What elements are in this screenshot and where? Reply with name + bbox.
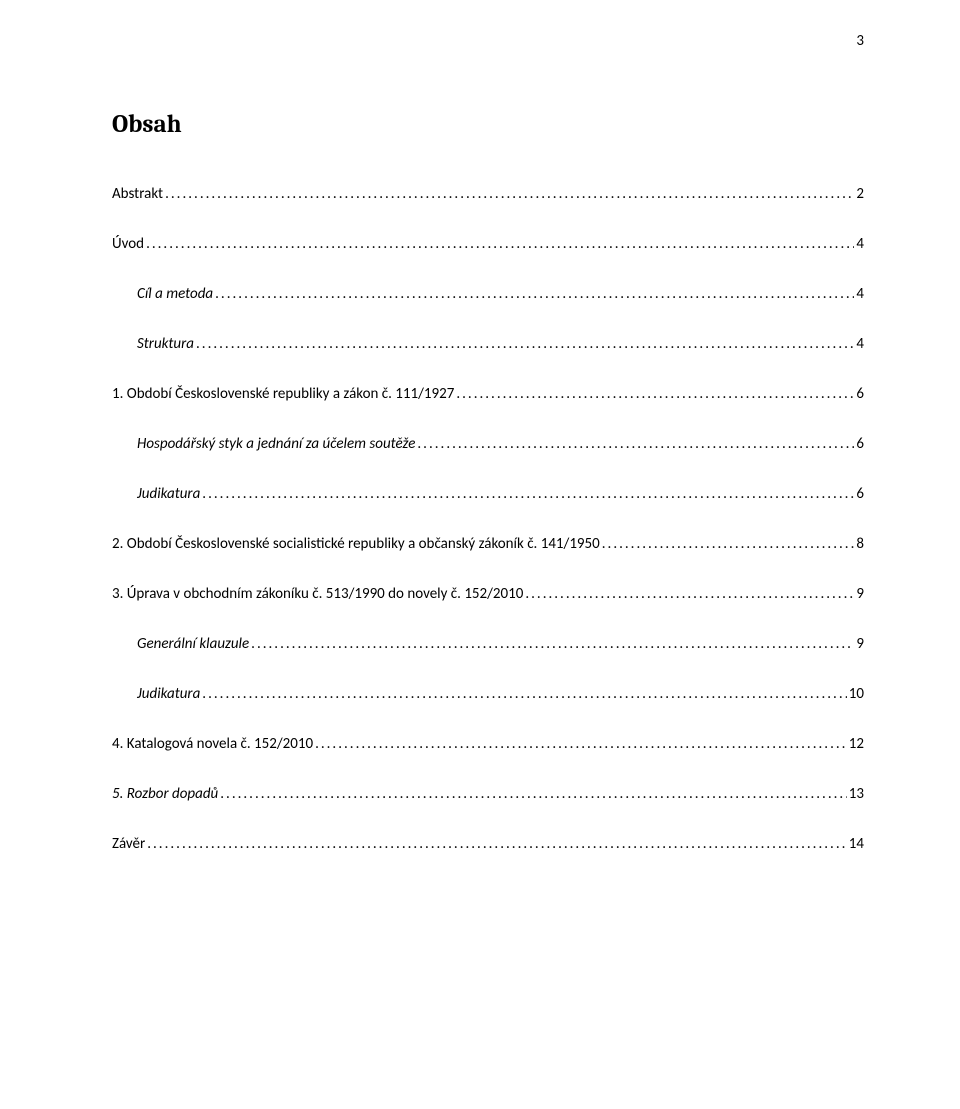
- toc-leader-dots: [146, 235, 854, 253]
- toc-container: Obsah Abstrakt2Úvod4Cíl a metoda4Struktu…: [0, 0, 960, 853]
- toc-entry-page: 8: [856, 535, 864, 553]
- toc-entry-page: 4: [856, 285, 864, 303]
- toc-entry-label: 3. Úprava v obchodním zákoníku č. 513/19…: [112, 585, 523, 603]
- toc-entry: Úvod 4: [112, 235, 864, 253]
- toc-entry-page: 10: [849, 685, 864, 703]
- toc-entry-page: 12: [849, 735, 864, 753]
- toc-entry-label: 1. Období Československé republiky a zák…: [112, 385, 454, 403]
- toc-entry: 3. Úprava v obchodním zákoníku č. 513/19…: [112, 585, 864, 603]
- toc-leader-dots: [202, 485, 854, 503]
- toc-list: Abstrakt 2 Úvod 4 Cíl a metoda 4 Struktura 4 1. …: [112, 185, 864, 853]
- toc-entry-page: 6: [856, 485, 864, 503]
- toc-leader-dots: [165, 185, 854, 203]
- toc-leader-dots: [456, 385, 854, 403]
- toc-entry: Závěr 14: [112, 835, 864, 853]
- toc-leader-dots: [202, 685, 846, 703]
- toc-entry-label: Úvod: [112, 235, 144, 253]
- toc-entry: Struktura 4: [112, 335, 864, 353]
- toc-leader-dots: [147, 835, 847, 853]
- toc-entry-page: 6: [856, 385, 864, 403]
- toc-entry-page: 13: [849, 785, 864, 803]
- toc-entry-label: Struktura: [137, 335, 194, 353]
- toc-entry-label: Hospodářský styk a jednání za účelem sou…: [137, 435, 415, 453]
- toc-entry: 2. Období Československé socialistické r…: [112, 535, 864, 553]
- toc-entry-label: Závěr: [112, 835, 145, 853]
- toc-entry-page: 4: [856, 335, 864, 353]
- toc-entry: Generální klauzule 9: [112, 635, 864, 653]
- toc-leader-dots: [215, 285, 854, 303]
- toc-entry-label: 2. Období Československé socialistické r…: [112, 535, 600, 553]
- toc-entry-label: Judikatura: [137, 485, 200, 503]
- toc-leader-dots: [417, 435, 854, 453]
- page-title: Obsah: [112, 110, 864, 139]
- toc-entry: 5. Rozbor dopadů 13: [112, 785, 864, 803]
- toc-leader-dots: [220, 785, 847, 803]
- toc-entry: Judikatura 6: [112, 485, 864, 503]
- toc-entry-label: Abstrakt: [112, 185, 163, 203]
- toc-entry-label: Judikatura: [137, 685, 200, 703]
- toc-entry: 4. Katalogová novela č. 152/2010 12: [112, 735, 864, 753]
- toc-entry: 1. Období Československé republiky a zák…: [112, 385, 864, 403]
- toc-entry-label: 5. Rozbor dopadů: [112, 785, 218, 803]
- toc-leader-dots: [602, 535, 855, 553]
- toc-entry-page: 9: [856, 635, 864, 653]
- toc-entry-page: 14: [849, 835, 864, 853]
- toc-entry-label: Generální klauzule: [137, 635, 249, 653]
- toc-entry: Cíl a metoda 4: [112, 285, 864, 303]
- toc-leader-dots: [251, 635, 854, 653]
- toc-entry-page: 2: [856, 185, 864, 203]
- page-number: 3: [856, 32, 864, 50]
- toc-leader-dots: [196, 335, 854, 353]
- toc-entry: Hospodářský styk a jednání za účelem sou…: [112, 435, 864, 453]
- toc-entry-label: 4. Katalogová novela č. 152/2010: [112, 735, 313, 753]
- toc-entry: Judikatura 10: [112, 685, 864, 703]
- toc-leader-dots: [315, 735, 847, 753]
- toc-leader-dots: [525, 585, 854, 603]
- toc-entry-page: 9: [856, 585, 864, 603]
- toc-entry-page: 4: [856, 235, 864, 253]
- toc-entry: Abstrakt 2: [112, 185, 864, 203]
- toc-entry-page: 6: [856, 435, 864, 453]
- toc-entry-label: Cíl a metoda: [137, 285, 213, 303]
